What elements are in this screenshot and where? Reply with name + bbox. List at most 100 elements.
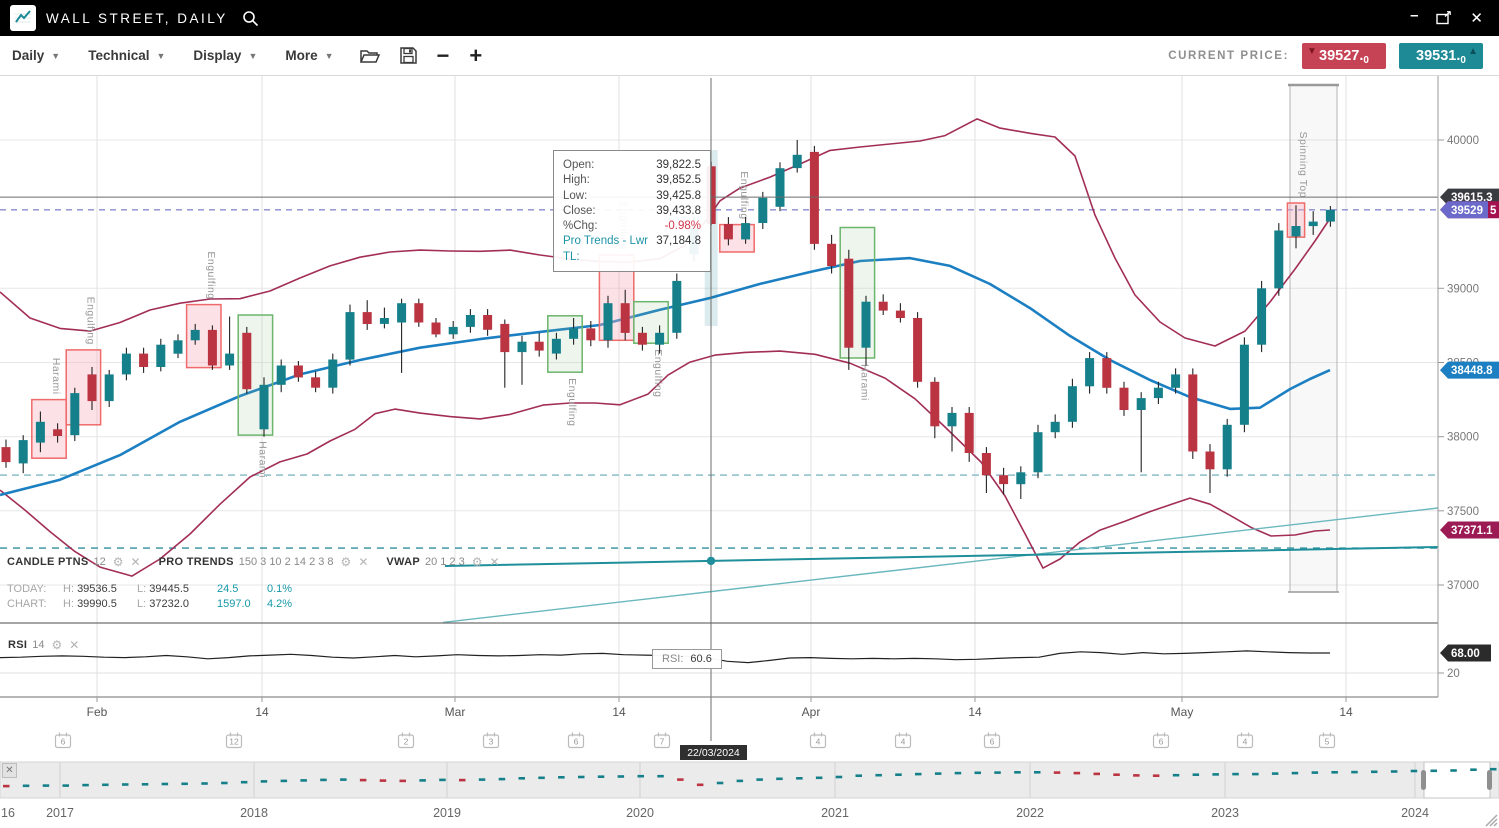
minimize-button[interactable]: – [1410, 6, 1419, 24]
gear-icon[interactable]: ⚙ [340, 555, 352, 569]
close-icon[interactable]: ✕ [489, 555, 500, 569]
candle[interactable] [999, 475, 1009, 485]
candle[interactable] [53, 429, 63, 436]
sell-price-button[interactable]: ▼ 39527. 0 [1302, 42, 1386, 69]
candle[interactable] [173, 340, 183, 354]
candle[interactable] [758, 197, 768, 223]
candle[interactable] [70, 393, 80, 436]
menu-daily[interactable]: Daily ▼ [12, 48, 61, 63]
candle[interactable] [1291, 226, 1301, 237]
calendar-icon[interactable]: 6 [567, 732, 585, 749]
candle[interactable] [328, 359, 338, 388]
candle[interactable] [156, 344, 166, 367]
candle[interactable] [1188, 374, 1198, 452]
candle[interactable] [311, 377, 321, 388]
candle[interactable] [1067, 386, 1077, 422]
timeline-handle-left[interactable] [1421, 770, 1426, 790]
price-chart[interactable]: Harami Engulfing Engulfing Harami Engulfing E… [0, 76, 1499, 828]
candle[interactable] [517, 341, 527, 353]
menu-technical[interactable]: Technical ▼ [88, 48, 166, 63]
timeline-close-icon[interactable]: ✕ [2, 763, 17, 778]
candle[interactable] [276, 365, 286, 385]
candle[interactable] [895, 310, 905, 318]
candle[interactable] [139, 353, 149, 367]
calendar-icon[interactable]: 5 [1318, 732, 1336, 749]
candle[interactable] [121, 353, 131, 375]
candle[interactable] [930, 381, 940, 427]
menu-more[interactable]: More ▼ [285, 48, 334, 63]
candle[interactable] [1, 447, 11, 463]
candle[interactable] [1257, 288, 1267, 345]
candle[interactable] [603, 303, 613, 341]
candle[interactable] [861, 301, 871, 348]
candle[interactable] [655, 332, 665, 345]
candle[interactable] [551, 338, 561, 354]
calendar-icon[interactable]: 2 [397, 732, 415, 749]
candle[interactable] [87, 374, 97, 402]
candle[interactable] [104, 374, 114, 402]
candle[interactable] [500, 323, 510, 353]
calendar-icon[interactable]: 6 [54, 732, 72, 749]
candle[interactable] [1325, 209, 1335, 222]
candle[interactable] [1171, 374, 1181, 388]
candle[interactable] [362, 312, 372, 324]
candle[interactable] [672, 280, 682, 333]
candle[interactable] [345, 312, 355, 360]
candle[interactable] [878, 301, 888, 311]
candle[interactable] [741, 223, 751, 240]
timeline-strip[interactable] [0, 761, 1499, 799]
close-icon[interactable]: ✕ [358, 555, 369, 569]
candle[interactable] [844, 258, 854, 348]
candle[interactable] [225, 353, 235, 366]
menu-display[interactable]: Display ▼ [193, 48, 258, 63]
calendar-icon[interactable]: 3 [482, 732, 500, 749]
calendar-icon[interactable]: 4 [809, 732, 827, 749]
candle[interactable] [1205, 451, 1215, 470]
close-icon[interactable]: ✕ [130, 555, 141, 569]
save-button[interactable] [399, 47, 417, 64]
candle[interactable] [913, 318, 923, 382]
candle[interactable] [620, 303, 630, 333]
candle[interactable] [379, 318, 389, 324]
candle[interactable] [35, 421, 45, 443]
candle[interactable] [809, 151, 819, 244]
candle[interactable] [723, 224, 733, 240]
candle[interactable] [465, 315, 475, 327]
gear-icon[interactable]: ⚙ [471, 555, 483, 569]
candle[interactable] [448, 326, 458, 335]
candle[interactable] [1016, 472, 1026, 485]
candle[interactable] [775, 168, 785, 207]
candle[interactable] [981, 453, 991, 476]
candle[interactable] [1239, 344, 1249, 425]
candle[interactable] [431, 322, 441, 335]
candle[interactable] [964, 412, 974, 453]
timeline-selection[interactable] [1423, 761, 1491, 799]
calendar-icon[interactable]: 6 [1152, 732, 1170, 749]
candle[interactable] [827, 243, 837, 267]
candle[interactable] [1308, 221, 1318, 227]
buy-price-button[interactable]: 39531. 0 ▲ [1399, 42, 1483, 69]
candle[interactable] [18, 440, 28, 464]
candle[interactable] [792, 154, 802, 169]
candle[interactable] [1153, 387, 1163, 399]
calendar-icon[interactable]: 7 [653, 732, 671, 749]
trendline-flat[interactable] [444, 546, 1439, 567]
calendar-icon[interactable]: 12 [225, 732, 243, 749]
popout-button[interactable] [1436, 8, 1452, 28]
candle[interactable] [1274, 230, 1284, 289]
gear-icon[interactable]: ⚙ [51, 638, 63, 652]
candle[interactable] [483, 315, 493, 330]
candle[interactable] [242, 332, 252, 390]
trendline-anchor-dot[interactable] [706, 556, 716, 566]
calendar-icon[interactable]: 4 [1236, 732, 1254, 749]
candle[interactable] [1050, 421, 1060, 433]
candle[interactable] [397, 303, 407, 323]
candle[interactable] [569, 328, 579, 339]
candle[interactable] [207, 329, 217, 366]
chart-area[interactable]: Harami Engulfing Engulfing Harami Engulfing E… [0, 76, 1499, 828]
gear-icon[interactable]: ⚙ [112, 555, 124, 569]
candle[interactable] [293, 365, 303, 378]
candle[interactable] [259, 384, 269, 430]
candle[interactable] [190, 329, 200, 341]
search-icon[interactable] [242, 10, 259, 27]
